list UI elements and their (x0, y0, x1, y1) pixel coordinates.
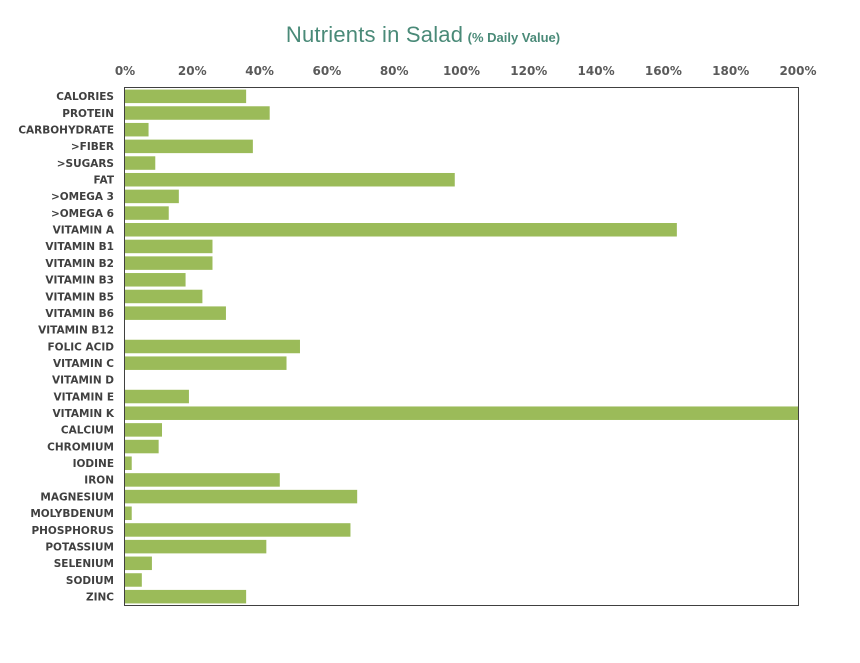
x-tick-label: 60% (313, 64, 342, 78)
category-label: VITAMIN D (52, 375, 114, 387)
bar-carbohydrate (125, 122, 149, 137)
bar-fiber (125, 139, 253, 154)
category-label: IRON (84, 475, 114, 487)
plot-area-border (124, 87, 799, 606)
bar-calcium (125, 423, 163, 437)
bar-sugars (125, 156, 156, 170)
category-label: MAGNESIUM (40, 491, 114, 503)
x-tick-label: 160% (645, 64, 682, 78)
x-tick-label: 120% (510, 64, 547, 78)
category-label: >SUGARS (57, 158, 114, 170)
category-label: VITAMIN A (53, 225, 115, 237)
category-label: FOLIC ACID (47, 341, 114, 353)
category-label: VITAMIN B12 (38, 325, 114, 337)
category-label: MOLYBDENUM (30, 508, 114, 520)
x-axis-ticks: 0% 20% 40% 60% 80% 100% 120% 140% 160% 180% 200% (115, 64, 817, 78)
category-label: POTASSIUM (45, 541, 114, 553)
y-axis-categories: CALORIES PROTEIN CARBOHYDRATE >FIBER >SUGARS… (18, 91, 115, 603)
bar-vitamin-b6 (125, 306, 226, 320)
category-label: VITAMIN B3 (45, 275, 114, 287)
category-label: VITAMIN K (53, 408, 115, 420)
bar-zinc (125, 589, 247, 604)
category-label: CARBOHYDRATE (18, 124, 114, 136)
bar-fat (125, 172, 455, 187)
bar-vitamin-b2 (125, 256, 213, 270)
x-tick-label: 40% (245, 64, 274, 78)
chart-subtitle: (% Daily Value) (467, 30, 561, 45)
bar-vitamin-b5 (125, 289, 203, 304)
bar-omega-3 (125, 189, 179, 204)
bar-chromium (125, 439, 159, 454)
category-label: >OMEGA 6 (51, 208, 114, 220)
category-label: IODINE (73, 458, 114, 470)
category-label: VITAMIN B2 (45, 258, 114, 270)
bar-vitamin-a (125, 223, 677, 237)
category-label: VITAMIN C (53, 358, 114, 370)
x-tick-label: 100% (443, 64, 480, 78)
x-tick-label: 20% (178, 64, 207, 78)
category-label: VITAMIN E (54, 391, 114, 403)
category-label: SODIUM (66, 575, 114, 587)
category-label: FAT (94, 175, 115, 187)
category-label: >OMEGA 3 (51, 191, 114, 203)
bar-folic-acid (125, 339, 300, 354)
category-label: PROTEIN (62, 108, 114, 120)
x-tick-label: 80% (380, 64, 409, 78)
bar-vitamin-e (125, 389, 189, 404)
bar-vitamin-b3 (125, 273, 186, 287)
bar-iron (125, 473, 280, 487)
bar-phosphorus (125, 523, 351, 537)
category-label: SELENIUM (54, 558, 114, 570)
bar-vitamin-k (125, 406, 798, 420)
chart-title: Nutrients in Salad (% Daily Value) (0, 22, 846, 48)
category-label: VITAMIN B1 (45, 241, 114, 253)
bar-magnesium (125, 489, 358, 504)
category-label: ZINC (86, 591, 114, 603)
bar-sodium (125, 573, 142, 587)
bar-calories (125, 89, 247, 104)
bar-iodine (125, 456, 132, 470)
bar-vitamin-c (125, 356, 287, 370)
x-tick-label: 180% (712, 64, 749, 78)
category-label: CALCIUM (61, 425, 114, 437)
bar-protein (125, 106, 270, 120)
category-label: >FIBER (71, 141, 114, 153)
bar-omega-6 (125, 206, 169, 220)
x-tick-label: 0% (115, 64, 135, 78)
category-label: VITAMIN B5 (45, 291, 114, 303)
bar-selenium (125, 556, 152, 571)
x-tick-label: 140% (578, 64, 615, 78)
bar-potassium (125, 539, 267, 554)
bars-group (125, 89, 798, 604)
x-tick-label: 200% (779, 64, 816, 78)
bar-molybdenum (125, 506, 132, 521)
chart-title-main: Nutrients in Salad (285, 22, 464, 47)
category-label: VITAMIN B6 (45, 308, 114, 320)
bar-vitamin-b1 (125, 239, 213, 254)
category-label: PHOSPHORUS (31, 525, 114, 537)
category-label: CHROMIUM (47, 441, 114, 453)
category-label: CALORIES (56, 91, 114, 103)
